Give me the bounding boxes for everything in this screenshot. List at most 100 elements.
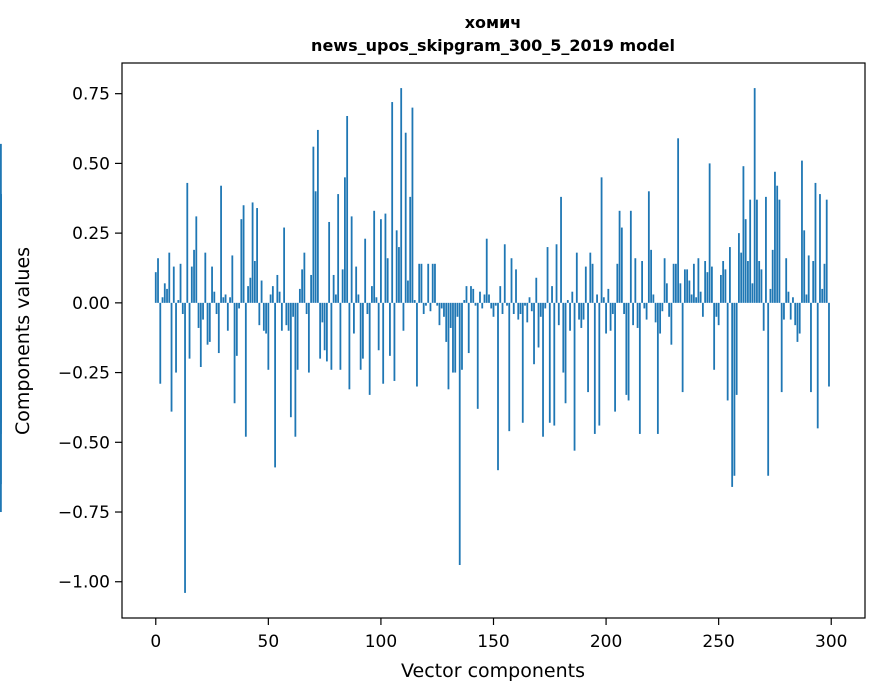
bar-component-125 [436, 302, 439, 306]
bar-component-3 [161, 297, 164, 303]
bar-component-295 [819, 194, 821, 303]
x-tick-label: 300 [815, 632, 847, 652]
bar-component-269 [760, 269, 763, 303]
bar-component-163 [521, 302, 524, 423]
x-tick-label: 100 [365, 632, 397, 652]
bar-component-183 [566, 300, 569, 303]
bar-component-287 [801, 160, 803, 303]
bar-component-110 [402, 302, 405, 331]
x-axis-ticks: 0 50 100 150 200 250 300 [150, 618, 847, 652]
bar-component-11 [179, 263, 182, 303]
bar-component-284 [794, 302, 797, 326]
bar-component-20 [199, 302, 202, 367]
plot-frame [121, 62, 866, 619]
bar-component-52 [271, 286, 274, 303]
bar-component-124 [434, 263, 436, 303]
bar-component-50 [267, 302, 270, 370]
bar-component-144 [479, 291, 481, 303]
bar-component-220 [650, 249, 653, 303]
bar-component-194 [591, 263, 594, 303]
x-tick-label: 200 [590, 632, 622, 652]
bar-component-230 [672, 263, 675, 303]
bar-component-195 [593, 302, 596, 434]
bar-component-226 [663, 258, 666, 303]
bar-component-62 [294, 302, 297, 437]
bar-component-131 [449, 302, 452, 328]
bar-component-153 [499, 286, 502, 303]
bar-component-0 [154, 272, 157, 303]
bar-component-99 [377, 302, 380, 351]
bar-component-53 [274, 302, 276, 468]
bar-component-54 [276, 274, 279, 303]
bar-component-189 [580, 302, 583, 328]
bar-component-76 [325, 302, 328, 362]
bar-component-263 [747, 261, 749, 303]
bar-component-140 [470, 286, 472, 303]
bar-component-265 [751, 283, 754, 303]
bar-component-22 [204, 252, 207, 303]
bar-component-292 [812, 261, 815, 303]
bar-component-18 [195, 216, 198, 303]
bar-component-244 [704, 261, 707, 303]
bar-component-36 [235, 302, 238, 356]
bar-component-136 [461, 302, 463, 370]
bar-component-undefined [0, 266, 2, 303]
bar-component-150 [492, 302, 495, 317]
bar-component-98 [375, 297, 378, 303]
bar-component-293 [814, 182, 817, 303]
bar-component-164 [524, 302, 526, 306]
bar-component-177 [553, 302, 556, 426]
bar-component-218 [645, 302, 648, 320]
bar-component-169 [535, 277, 538, 303]
bar-component-286 [798, 302, 801, 334]
bar-component-211 [629, 210, 632, 303]
bar-component-46 [258, 302, 261, 326]
bar-component-147 [485, 238, 488, 303]
bar-component-243 [701, 302, 704, 317]
bar-component-216 [641, 261, 643, 303]
bar-component-233 [679, 283, 682, 303]
bar-component-112 [407, 280, 409, 303]
bar-component-173 [544, 302, 547, 309]
bar-component-272 [767, 302, 770, 476]
bar-component-37 [238, 302, 240, 309]
bar-component-242 [699, 291, 702, 303]
x-tick-label: 50 [258, 632, 280, 652]
bar-component-222 [654, 302, 657, 323]
bar-component-2 [159, 302, 162, 384]
bar-component-205 [616, 263, 619, 303]
y-tick-label: −0.25 [58, 364, 110, 384]
bar-component-73 [319, 302, 322, 359]
bar-component-207 [620, 227, 623, 303]
bar-component-5 [166, 288, 168, 303]
bar-component-107 [395, 230, 398, 303]
bar-component-277 [778, 199, 781, 303]
bar-component-279 [783, 302, 785, 320]
bar-component-247 [711, 266, 713, 303]
bar-component-294 [816, 302, 819, 429]
bar-component-204 [614, 302, 616, 412]
bar-component-109 [400, 88, 403, 303]
bar-component-17 [193, 249, 195, 303]
bar-component-246 [708, 163, 711, 303]
bar-component-29 [220, 185, 222, 303]
bar-component-156 [506, 302, 508, 306]
bar-component-88 [353, 302, 355, 334]
bar-component-258 [735, 302, 738, 395]
bar-component-137 [463, 300, 466, 303]
bar-component-184 [569, 302, 571, 331]
bar-component-13 [184, 302, 186, 593]
y-tick-label: 0.25 [72, 224, 110, 244]
bar-component-193 [589, 252, 592, 303]
bar-component-227 [665, 283, 668, 303]
bar-component-283 [792, 297, 794, 303]
bar-component-229 [670, 302, 673, 345]
bar-component-185 [571, 291, 574, 303]
bar-component-30 [222, 297, 225, 303]
bar-component-102 [384, 213, 387, 303]
bar-component-32 [226, 302, 229, 331]
bar-component-297 [823, 263, 826, 303]
bar-component-87 [350, 216, 353, 303]
